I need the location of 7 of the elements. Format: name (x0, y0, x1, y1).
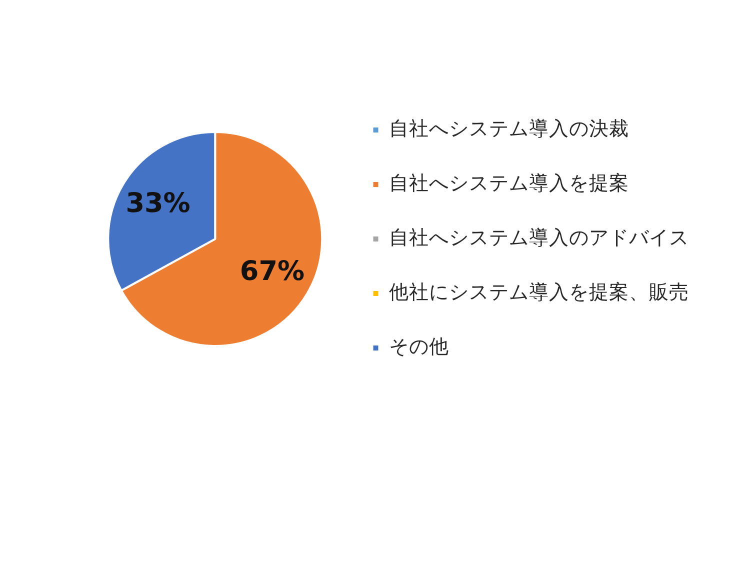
legend-label: 他社にシステム導入を提案、販売 (389, 280, 689, 304)
legend-label: その他 (389, 335, 449, 358)
legend-label: 自社へシステム導入の決裁 (389, 117, 629, 140)
legend-label: 自社へシステム導入のアドバイス (389, 226, 689, 250)
data-label: 33% (126, 188, 190, 220)
data-label: 67% (240, 256, 305, 287)
legend-label: 自社へシステム導入を提案 (389, 172, 629, 195)
